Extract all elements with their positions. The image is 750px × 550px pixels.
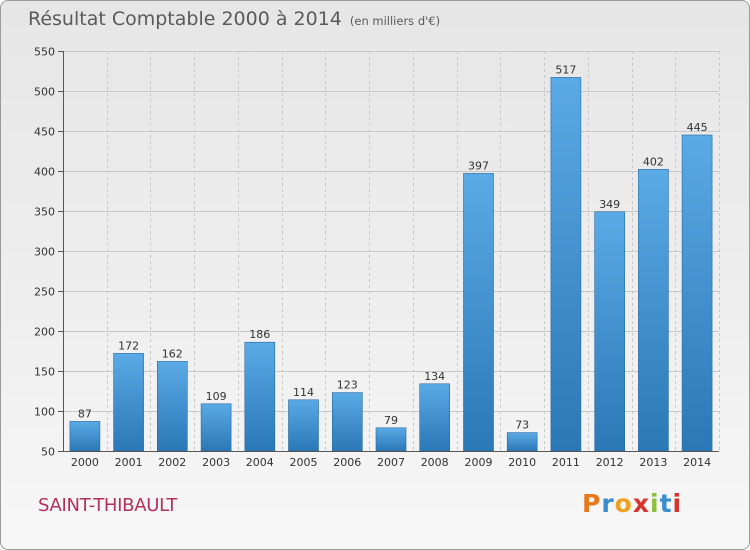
chart-title-text: Résultat Comptable 2000 à 2014 — [28, 8, 342, 30]
value-label-2012: 349 — [599, 198, 620, 211]
bar-2005 — [288, 399, 319, 452]
y-tick-label: 100 — [34, 406, 55, 419]
bar-2004 — [244, 341, 276, 452]
axes: 50 100 150 200 250 300 350 400 450 500 550 2000 2001… — [34, 46, 719, 469]
x-tick-label-2010: 2010 — [508, 456, 536, 469]
value-label-2014: 445 — [687, 121, 708, 134]
y-tick-label: 350 — [34, 206, 55, 219]
bar-2009 — [463, 173, 494, 452]
bars — [69, 77, 713, 452]
y-tick-label: 50 — [41, 446, 55, 459]
logo-letter: i — [672, 489, 683, 518]
bar-2003 — [200, 403, 232, 452]
logo-letter: x — [632, 489, 650, 518]
bar-2013 — [638, 169, 669, 452]
x-tick-label-2013: 2013 — [639, 456, 667, 469]
x-tick-label-2008: 2008 — [421, 456, 449, 469]
bar-2012 — [594, 211, 626, 452]
y-tick-label: 200 — [34, 326, 55, 339]
value-label-2010: 73 — [515, 419, 529, 432]
commune-name: SAINT-THIBAULT — [38, 495, 178, 516]
value-label-2000: 87 — [78, 407, 92, 420]
logo-letter: r — [601, 489, 615, 518]
value-label-2007: 79 — [384, 414, 398, 427]
x-tick-label-2004: 2004 — [246, 456, 274, 469]
logo-letter: t — [659, 489, 673, 518]
y-tick-label: 300 — [34, 246, 55, 259]
x-tick-label-2011: 2011 — [552, 456, 580, 469]
logo-letter: P — [582, 489, 602, 518]
bar-2007 — [375, 427, 407, 452]
value-labels: 87 172 162 109 186 114 123 79 134 397 73 517 349 402 4… — [78, 63, 708, 431]
value-label-2003: 109 — [206, 390, 227, 403]
y-tick-label: 400 — [34, 166, 55, 179]
bar-2006 — [331, 392, 363, 452]
value-label-2006: 123 — [337, 379, 358, 392]
logo-letter: o — [614, 489, 633, 518]
x-tick-label-2005: 2005 — [290, 456, 318, 469]
x-tick-label-2006: 2006 — [333, 456, 361, 469]
bar-2001 — [113, 353, 144, 452]
x-tick-label-2003: 2003 — [202, 456, 230, 469]
value-label-2004: 186 — [249, 328, 270, 341]
logo-letter: i — [650, 489, 660, 518]
bar-2000 — [69, 421, 101, 452]
bar-2014 — [681, 134, 713, 452]
x-tick-label-2007: 2007 — [377, 456, 405, 469]
x-tick-label-2000: 2000 — [71, 456, 99, 469]
y-tick-label: 500 — [34, 86, 55, 99]
bar-2008 — [419, 383, 451, 452]
value-label-2001: 172 — [118, 339, 139, 352]
x-tick-label-2014: 2014 — [683, 456, 711, 469]
value-label-2005: 114 — [293, 386, 314, 399]
bar-2010 — [506, 432, 538, 452]
chart-unit: (en milliers d'€) — [349, 14, 441, 28]
value-label-2013: 402 — [643, 155, 664, 168]
y-tick-label: 150 — [34, 366, 55, 379]
x-tick-label-2012: 2012 — [596, 456, 624, 469]
value-label-2011: 517 — [555, 63, 576, 76]
y-tick-label: 250 — [34, 286, 55, 299]
x-tick-label-2001: 2001 — [115, 456, 143, 469]
bar-2002 — [157, 361, 188, 452]
y-tick-label: 550 — [34, 46, 55, 59]
y-tick-label: 450 — [34, 126, 55, 139]
x-tick-label-2009: 2009 — [465, 456, 493, 469]
chart-title: Résultat Comptable 2000 à 2014 (en millie… — [28, 8, 440, 30]
bar-2011 — [550, 77, 582, 452]
x-tick-label-2002: 2002 — [158, 456, 186, 469]
value-label-2008: 134 — [424, 370, 445, 383]
proxiti-logo: Proxiti — [582, 489, 682, 518]
value-label-2002: 162 — [162, 347, 183, 360]
value-label-2009: 397 — [468, 159, 489, 172]
